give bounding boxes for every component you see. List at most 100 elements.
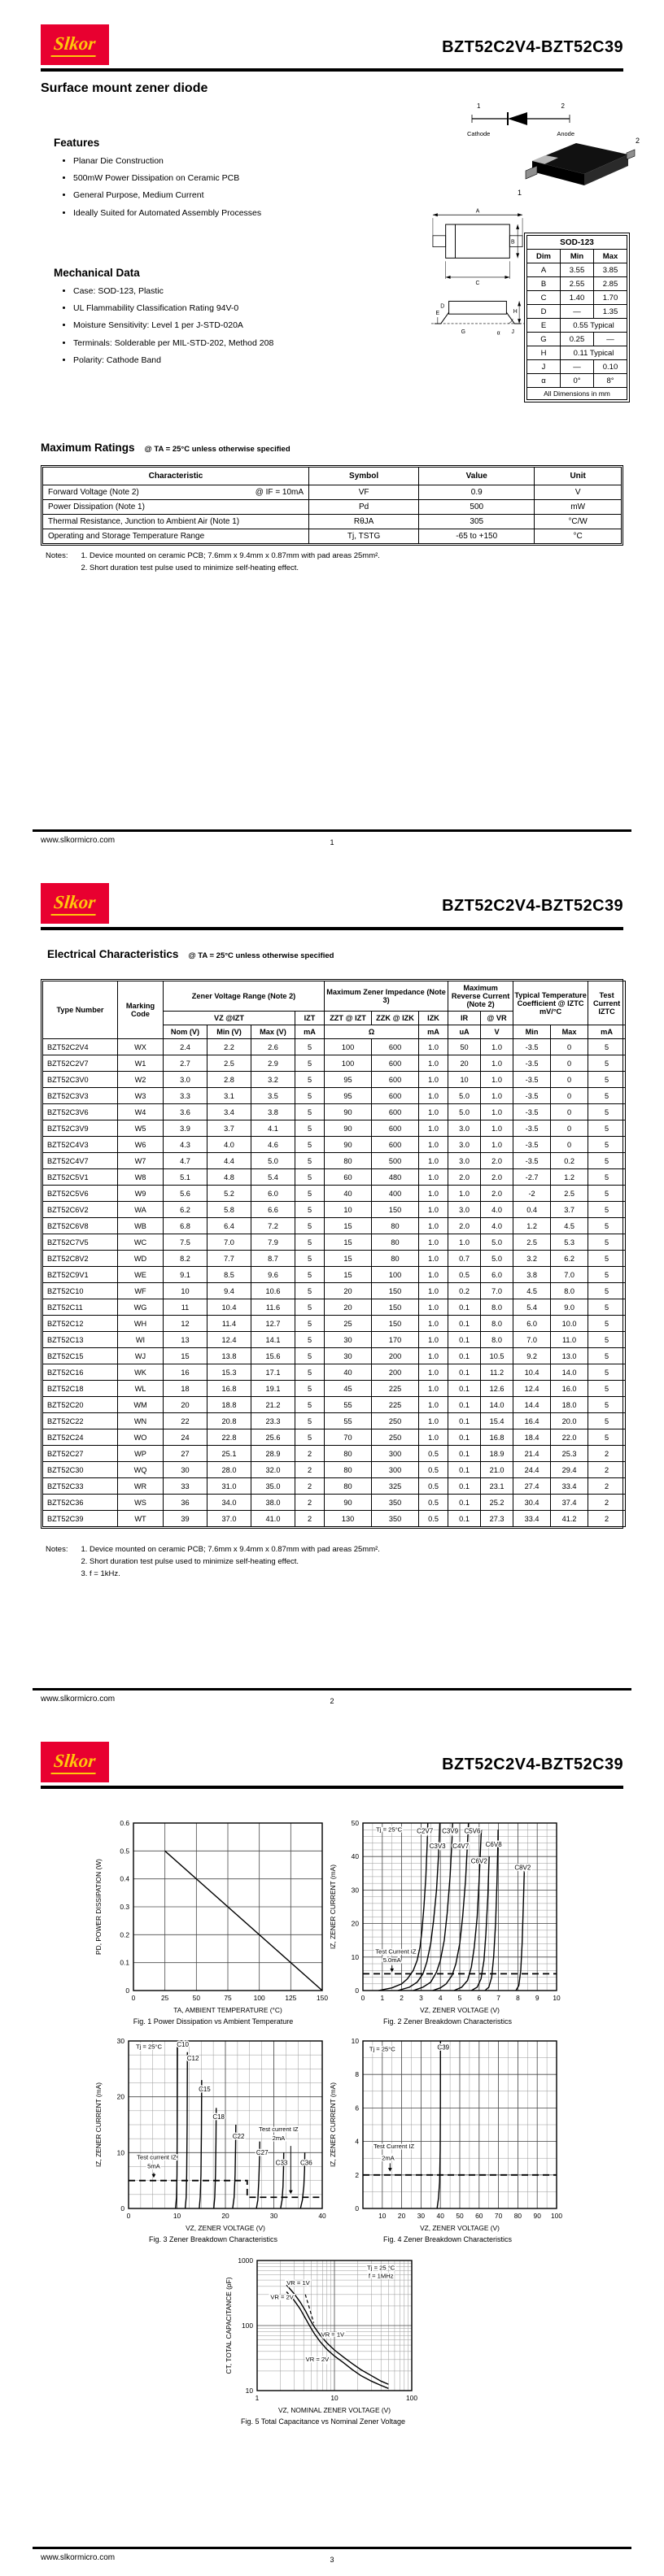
table-cell: 8° — [593, 373, 627, 388]
table-cell: BZT52C6V8 — [42, 1217, 118, 1234]
chart-text: C6V2 — [471, 1857, 488, 1865]
table-cell: BZT52C39 — [42, 1510, 118, 1527]
note-line: 2. Short duration test pulse used to min… — [81, 1557, 299, 1567]
chart-text: VZ, ZENER VOLTAGE (V) — [186, 2224, 265, 2232]
chart-text: 0 — [120, 2204, 124, 2213]
ec-part-row: BZT52C4V7 W7 4.7 4.4 5.0 5 80 500 1.0 3.0 2.0 -3.5 0… — [42, 1152, 627, 1169]
table-cell: 0 — [550, 1103, 589, 1120]
chart-text: 0 — [127, 2212, 131, 2220]
table-cell: E — [526, 318, 561, 333]
table-cell: 11 — [163, 1299, 208, 1316]
ec-part-row: BZT52C8V2 WD 8.2 7.7 8.7 5 15 80 1.0 0.7 5.0 3.2 6.2… — [42, 1250, 627, 1267]
table-cell: 0.5 — [448, 1266, 482, 1283]
table-cell: BZT52C4V3 — [42, 1136, 118, 1153]
table-cell: 20 — [163, 1396, 208, 1413]
group-temp-coefficient: Typical Temperature Coefficient @ IZTC m… — [513, 981, 589, 1025]
table-cell: 80 — [324, 1477, 373, 1495]
ec-part-row: BZT52C3V3 W3 3.3 3.1 3.5 5 95 600 1.0 5.0 1.0 -3.5 0… — [42, 1087, 627, 1104]
table-cell: 24.4 — [513, 1461, 552, 1478]
footer-website: www.slkormicro.com — [41, 2553, 116, 2562]
table-cell: 9.1 — [163, 1266, 208, 1283]
table-cell: 3.7 — [207, 1120, 251, 1137]
table-cell: 14.0 — [480, 1396, 514, 1413]
sod-dimension-row: α 0° 8° — [526, 373, 627, 388]
table-cell: WD — [117, 1250, 164, 1267]
chart-text: VZ, ZENER VOLTAGE (V) — [420, 2006, 500, 2014]
table-cell: 150 — [371, 1201, 420, 1218]
table-cell: 5.0 — [448, 1087, 482, 1104]
table-cell: WJ — [117, 1347, 164, 1364]
table-cell: 3.2 — [513, 1250, 552, 1267]
unit: mW — [534, 499, 622, 515]
table-cell: 30 — [163, 1461, 208, 1478]
chart-text: 1 — [256, 2394, 260, 2402]
chart-text: VR = 1V — [321, 2330, 345, 2338]
table-cell: 5 — [294, 1120, 325, 1137]
table-cell: 2.5 — [207, 1055, 251, 1072]
table-cell: 1.0 — [480, 1038, 514, 1055]
table-cell: 28.9 — [251, 1445, 295, 1462]
table-cell: 12.6 — [480, 1380, 514, 1397]
table-cell: -3.5 — [513, 1136, 552, 1153]
chart-text: C3V3 — [430, 1843, 447, 1850]
chart-text: 60 — [475, 2212, 483, 2220]
symbol: RθJA — [308, 514, 420, 529]
table-cell: 27 — [163, 1445, 208, 1462]
table-cell: 1.2 — [513, 1217, 552, 1234]
feature-item: 500mW Power Dissipation on Ceramic PCB — [73, 172, 298, 185]
ec-header-row-1: Type Number Marking Code Zener Voltage R… — [42, 981, 627, 1039]
table-cell: 55 — [324, 1396, 373, 1413]
page-title: Surface mount zener diode — [41, 81, 208, 95]
table-cell: 1.0 — [418, 1299, 449, 1316]
chart-text: 0.6 — [120, 1819, 129, 1827]
table-cell: 0.1 — [448, 1494, 482, 1511]
table-cell: W8 — [117, 1168, 164, 1186]
table-cell: 2.0 — [448, 1217, 482, 1234]
chart-text: 25 — [161, 1994, 169, 2002]
table-cell: 1.0 — [418, 1396, 449, 1413]
table-cell: 0.7 — [448, 1250, 482, 1267]
table-cell: 1.0 — [418, 1185, 449, 1202]
table-cell: 21.2 — [251, 1396, 295, 1413]
dimension-label: B — [511, 240, 515, 246]
table-cell: 13 — [163, 1331, 208, 1348]
table-cell: 2 — [588, 1477, 627, 1495]
chart-text: Test current IZ — [259, 2126, 299, 2133]
pin2-label: 2 — [561, 102, 565, 110]
chart-text: 5.0mA — [383, 1956, 402, 1964]
chart-text: 0.1 — [120, 1959, 129, 1967]
table-cell: 1.0 — [418, 1038, 449, 1055]
table-cell: 2 — [294, 1477, 325, 1495]
part-number-title: BZT52C2V4-BZT52C39 — [442, 897, 623, 915]
chart-text: 100 — [551, 2212, 562, 2220]
chart-text: 6 — [355, 2104, 359, 2112]
table-cell: 5 — [294, 1136, 325, 1153]
table-cell: 5 — [294, 1380, 325, 1397]
table-cell: 2 — [588, 1494, 627, 1511]
table-cell: WO — [117, 1429, 164, 1446]
table-cell: 3.5 — [251, 1087, 295, 1104]
table-cell: 20 — [448, 1055, 482, 1072]
chart-text: CT, TOTAL CAPACITANCE (pF) — [225, 2277, 233, 2374]
chart-text: 40 — [318, 2212, 326, 2220]
col-value: Value — [418, 467, 535, 485]
table-cell: 25.2 — [480, 1494, 514, 1511]
table-cell: 80 — [324, 1152, 373, 1169]
table-cell: 90 — [324, 1494, 373, 1511]
table-cell: 1.40 — [560, 290, 594, 305]
unit-coeff-min: Min — [513, 1025, 552, 1039]
chart-text: 90 — [534, 2212, 542, 2220]
table-cell: 10.6 — [251, 1282, 295, 1299]
table-cell: BZT52C8V2 — [42, 1250, 118, 1267]
symbol: VF — [308, 485, 420, 500]
table-cell: 5 — [294, 1201, 325, 1218]
table-cell: 1.0 — [448, 1234, 482, 1251]
table-cell: WA — [117, 1201, 164, 1218]
table-cell: 18 — [163, 1380, 208, 1397]
table-cell: 3.1 — [207, 1087, 251, 1104]
table-cell: 5 — [294, 1055, 325, 1072]
table-cell: 7.2 — [251, 1217, 295, 1234]
table-cell: 0.4 — [513, 1201, 552, 1218]
table-cell: 12 — [163, 1315, 208, 1332]
max-ratings-header-row: Characteristic Symbol Value Unit — [42, 467, 622, 485]
